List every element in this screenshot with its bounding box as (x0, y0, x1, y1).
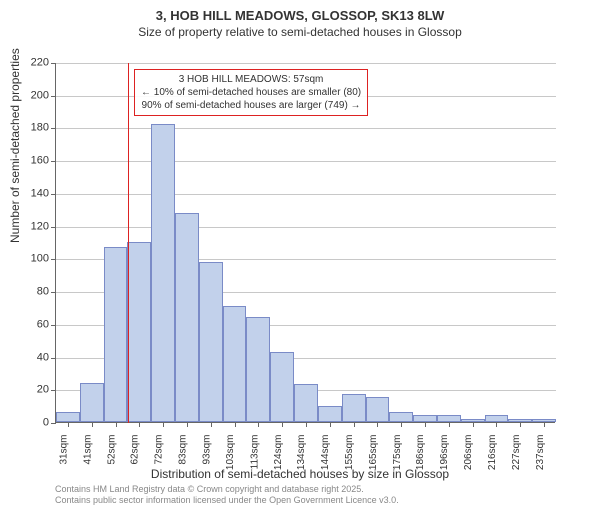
x-tick-label: 93sqm (201, 435, 212, 465)
annotation-box: 3 HOB HILL MEADOWS: 57sqm← 10% of semi-d… (134, 69, 368, 116)
histogram-bar (127, 242, 151, 422)
x-tick-label: 186sqm (416, 435, 427, 471)
gridline (56, 227, 556, 228)
marker-line (128, 63, 129, 423)
histogram-bar (246, 317, 270, 422)
x-tick-label: 155sqm (344, 435, 355, 471)
x-tick-mark (544, 422, 545, 427)
x-tick-mark (449, 422, 450, 427)
x-tick-label: 103sqm (225, 435, 236, 471)
x-tick-label: 134sqm (297, 435, 308, 471)
chart-title-main: 3, HOB HILL MEADOWS, GLOSSOP, SK13 8LW (0, 8, 600, 23)
x-tick-label: 31sqm (58, 435, 69, 465)
x-tick-mark (377, 422, 378, 427)
y-tick-mark (51, 325, 56, 326)
x-tick-label: 72sqm (154, 435, 165, 465)
x-tick-mark (425, 422, 426, 427)
histogram-bar (104, 247, 128, 422)
x-tick-mark (258, 422, 259, 427)
x-tick-mark (211, 422, 212, 427)
y-tick-label: 180 (9, 123, 49, 134)
histogram-bar (151, 124, 175, 422)
y-tick-mark (51, 128, 56, 129)
y-tick-mark (51, 358, 56, 359)
y-tick-mark (51, 161, 56, 162)
histogram-bar (389, 412, 413, 422)
y-tick-mark (51, 194, 56, 195)
annotation-line: 3 HOB HILL MEADOWS: 57sqm (141, 73, 361, 86)
x-tick-label: 237sqm (535, 435, 546, 471)
histogram-bar (80, 383, 104, 422)
x-tick-mark (496, 422, 497, 427)
y-tick-mark (51, 63, 56, 64)
histogram-bar (199, 262, 223, 422)
footer-line2: Contains public sector information licen… (55, 495, 399, 506)
y-tick-label: 0 (9, 418, 49, 429)
x-tick-label: 113sqm (249, 435, 260, 470)
y-tick-label: 20 (9, 385, 49, 396)
x-tick-label: 216sqm (487, 435, 498, 471)
annotation-line: ← 10% of semi-detached houses are smalle… (141, 86, 361, 99)
x-tick-mark (68, 422, 69, 427)
x-tick-mark (306, 422, 307, 427)
x-tick-label: 206sqm (463, 435, 474, 471)
footer-line1: Contains HM Land Registry data © Crown c… (55, 484, 399, 495)
y-tick-label: 40 (9, 352, 49, 363)
y-tick-label: 160 (9, 156, 49, 167)
x-tick-label: 144sqm (320, 435, 331, 471)
x-tick-mark (354, 422, 355, 427)
gridline (56, 63, 556, 64)
x-tick-label: 62sqm (130, 435, 141, 465)
chart-title-sub: Size of property relative to semi-detach… (0, 25, 600, 39)
x-tick-mark (139, 422, 140, 427)
x-tick-mark (116, 422, 117, 427)
x-tick-label: 196sqm (439, 435, 450, 471)
gridline (56, 128, 556, 129)
x-tick-mark (401, 422, 402, 427)
histogram-bar (223, 306, 247, 422)
histogram-bar (56, 412, 80, 422)
x-tick-mark (92, 422, 93, 427)
x-tick-label: 83sqm (177, 435, 188, 465)
annotation-line: 90% of semi-detached houses are larger (… (141, 99, 361, 112)
histogram-bar (342, 394, 366, 422)
y-tick-label: 120 (9, 221, 49, 232)
y-tick-mark (51, 423, 56, 424)
histogram-bar (175, 213, 199, 422)
x-tick-label: 227sqm (511, 435, 522, 471)
chart-plot-area: 02040608010012014016018020022031sqm41sqm… (55, 63, 555, 423)
y-tick-mark (51, 259, 56, 260)
x-tick-label: 41sqm (82, 435, 93, 465)
x-tick-label: 165sqm (368, 435, 379, 471)
y-tick-mark (51, 292, 56, 293)
x-tick-mark (163, 422, 164, 427)
x-tick-label: 175sqm (392, 435, 403, 471)
y-tick-label: 100 (9, 254, 49, 265)
histogram-bar (366, 397, 390, 422)
x-tick-mark (330, 422, 331, 427)
x-tick-mark (187, 422, 188, 427)
y-axis-label: Number of semi-detached properties (8, 48, 22, 243)
histogram-bar (270, 352, 294, 422)
gridline (56, 194, 556, 195)
y-tick-label: 140 (9, 188, 49, 199)
y-tick-label: 60 (9, 319, 49, 330)
x-axis-label: Distribution of semi-detached houses by … (0, 467, 600, 481)
footer-credit: Contains HM Land Registry data © Crown c… (55, 484, 399, 506)
gridline (56, 161, 556, 162)
x-tick-mark (235, 422, 236, 427)
y-tick-label: 80 (9, 287, 49, 298)
y-tick-label: 220 (9, 58, 49, 69)
histogram-bar (318, 406, 342, 422)
x-tick-label: 124sqm (273, 435, 284, 471)
x-tick-mark (473, 422, 474, 427)
y-tick-label: 200 (9, 90, 49, 101)
y-tick-mark (51, 227, 56, 228)
y-tick-mark (51, 96, 56, 97)
x-tick-mark (520, 422, 521, 427)
x-tick-mark (282, 422, 283, 427)
y-tick-mark (51, 390, 56, 391)
histogram-bar (294, 384, 318, 422)
x-tick-label: 52sqm (106, 435, 117, 465)
